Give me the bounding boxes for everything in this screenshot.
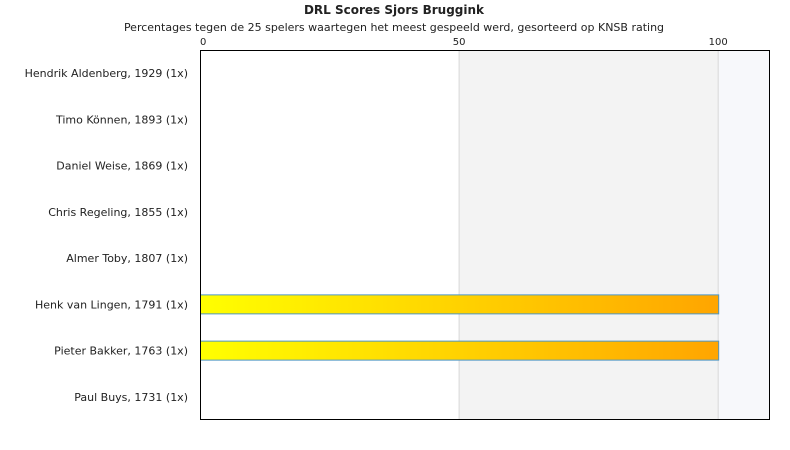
category-label-4: Almer Toby, 1807 (1x) <box>66 252 188 265</box>
category-label-1: Timo Können, 1893 (1x) <box>55 113 188 126</box>
band-50-100 <box>459 50 719 420</box>
x-tick-label-0: 0 <box>200 37 206 48</box>
category-label-0: Hendrik Aldenberg, 1929 (1x) <box>25 67 188 80</box>
background-bands <box>459 50 770 420</box>
bar-6 <box>200 340 720 361</box>
x-tick-label-50: 50 <box>453 37 466 48</box>
chart-subtitle: Percentages tegen de 25 spelers waartege… <box>124 21 664 34</box>
category-label-7: Paul Buys, 1731 (1x) <box>74 391 188 404</box>
bar-5 <box>200 294 720 315</box>
category-label-2: Daniel Weise, 1869 (1x) <box>56 160 188 173</box>
x-tick-label-100: 100 <box>709 37 728 48</box>
band-100-plus <box>718 50 770 420</box>
category-label-6: Pieter Bakker, 1763 (1x) <box>54 345 188 358</box>
category-label-3: Chris Regeling, 1855 (1x) <box>48 206 188 219</box>
x-axis-ticks: 0 50 100 <box>200 37 728 48</box>
category-label-5: Henk van Lingen, 1791 (1x) <box>35 298 188 311</box>
chart-title: DRL Scores Sjors Bruggink <box>304 3 485 17</box>
bars <box>200 294 720 361</box>
category-labels: Hendrik Aldenberg, 1929 (1x) Timo Können,… <box>25 67 188 404</box>
plot-frame <box>200 50 770 420</box>
